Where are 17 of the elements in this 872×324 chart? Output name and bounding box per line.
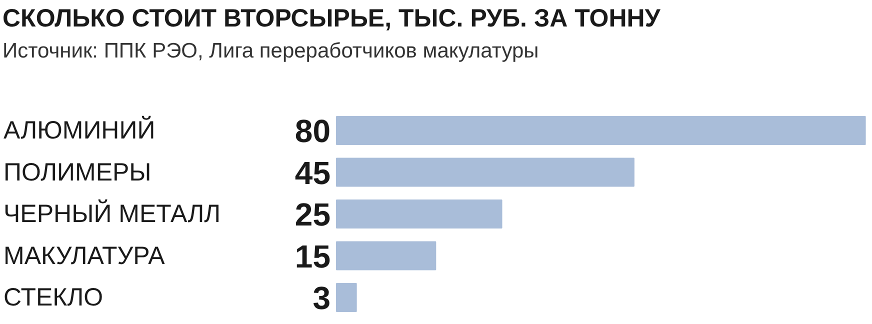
y-tick-label: МАКУЛАТУРА — [4, 242, 166, 270]
data-label: 3 — [312, 280, 330, 316]
data-label: 80 — [294, 113, 330, 149]
data-label: 15 — [294, 238, 330, 274]
y-tick-label: ЧЕРНЫЙ МЕТАЛЛ — [4, 199, 221, 228]
bar — [336, 200, 502, 228]
bar — [336, 283, 357, 312]
data-label: 45 — [294, 154, 330, 191]
chart-subtitle: Источник: ППК РЭО, Лига переработчиков макулатуры — [2, 40, 539, 62]
bar — [336, 116, 866, 145]
y-tick-label: СТЕКЛО — [4, 284, 104, 312]
bar — [336, 241, 436, 270]
y-tick-label: АЛЮМИНИЙ — [4, 116, 156, 144]
y-tick-label: ПОЛИМЕРЫ — [4, 158, 152, 186]
bar — [336, 158, 634, 187]
data-label: 25 — [294, 196, 330, 232]
chart-title: СКОЛЬКО СТОИТ ВТОРСЫРЬЕ, ТЫС. РУБ. ЗА ТОННУ — [2, 4, 661, 32]
